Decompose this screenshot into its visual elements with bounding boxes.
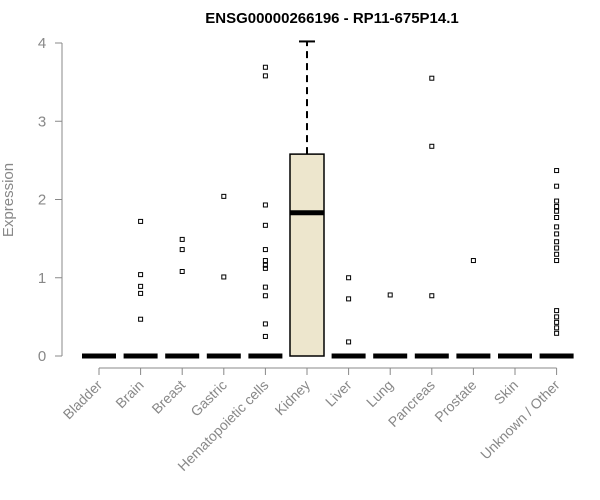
outlier-point [179,236,185,242]
outlier-point [262,293,268,299]
outlier-point [554,198,560,204]
outlier-point [262,247,268,253]
y-tick-label: 0 [38,348,46,365]
outlier-point [262,222,268,228]
box-group [539,168,574,359]
x-tick-label: Prostate [431,377,479,425]
y-tick-label: 4 [38,35,46,52]
outlier-point [554,245,560,251]
outlier-point [554,330,560,336]
outlier-point [262,64,268,70]
outlier-point [138,218,144,224]
outlier-point [554,224,560,230]
box-group [414,75,449,359]
x-tick-label: Unknown / Other [477,377,563,463]
outlier-point [554,308,560,314]
outlier-point [138,272,144,278]
box [289,153,325,357]
y-axis: 0 1 2 3 4 [38,35,63,365]
outlier-point [179,268,185,274]
outlier-point [262,73,268,79]
outlier-point [387,292,393,298]
outlier-point [262,258,268,264]
box-group [165,236,200,359]
box-group [123,218,158,359]
outlier-point [429,293,435,299]
outlier-point [262,333,268,339]
outlier-point [470,258,476,264]
outlier-point [221,193,227,199]
outlier-point [221,274,227,280]
outlier-point [554,204,560,210]
outlier-point [262,262,268,268]
x-tick-label: Bladder [60,377,106,423]
box-group [331,275,366,359]
y-tick-label: 2 [38,192,46,209]
x-tick-label: Skin [491,377,522,408]
outlier-point [262,265,268,271]
outlier-point [554,239,560,245]
outlier-point [429,143,435,149]
box-group [456,258,491,359]
plot-area [82,40,574,359]
x-tick-label: Lung [363,377,396,410]
outlier-point [554,214,560,220]
outlier-point [429,75,435,81]
outlier-point [138,316,144,322]
y-tick-label: 3 [38,113,46,130]
x-tick-label: Breast [148,377,188,417]
x-tick-label: Liver [322,377,355,410]
outlier-point [346,296,352,302]
outlier-point [262,284,268,290]
outlier-point [554,231,560,237]
outlier-point [262,202,268,208]
chart-title: ENSG00000266196 - RP11-675P14.1 [205,10,459,27]
box-group [206,193,241,359]
outlier-point [554,319,560,325]
outlier-point [554,314,560,320]
y-axis-label: Expression [0,163,17,237]
outlier-point [554,183,560,189]
outlier-point [179,247,185,253]
outlier-point [138,283,144,289]
outlier-point [554,251,560,257]
outlier-point [554,325,560,331]
outlier-point [346,339,352,345]
box-group [373,292,408,359]
outlier-point [262,321,268,327]
outlier-point [554,258,560,264]
x-tick-label: Brain [112,377,146,411]
outlier-point [138,290,144,296]
outlier-point [346,275,352,281]
outlier-point [554,208,560,214]
y-tick-label: 1 [38,270,46,287]
box-group [248,64,283,359]
outlier-point [554,168,560,174]
x-tick-label: Kidney [272,377,314,419]
box-group [289,40,325,357]
